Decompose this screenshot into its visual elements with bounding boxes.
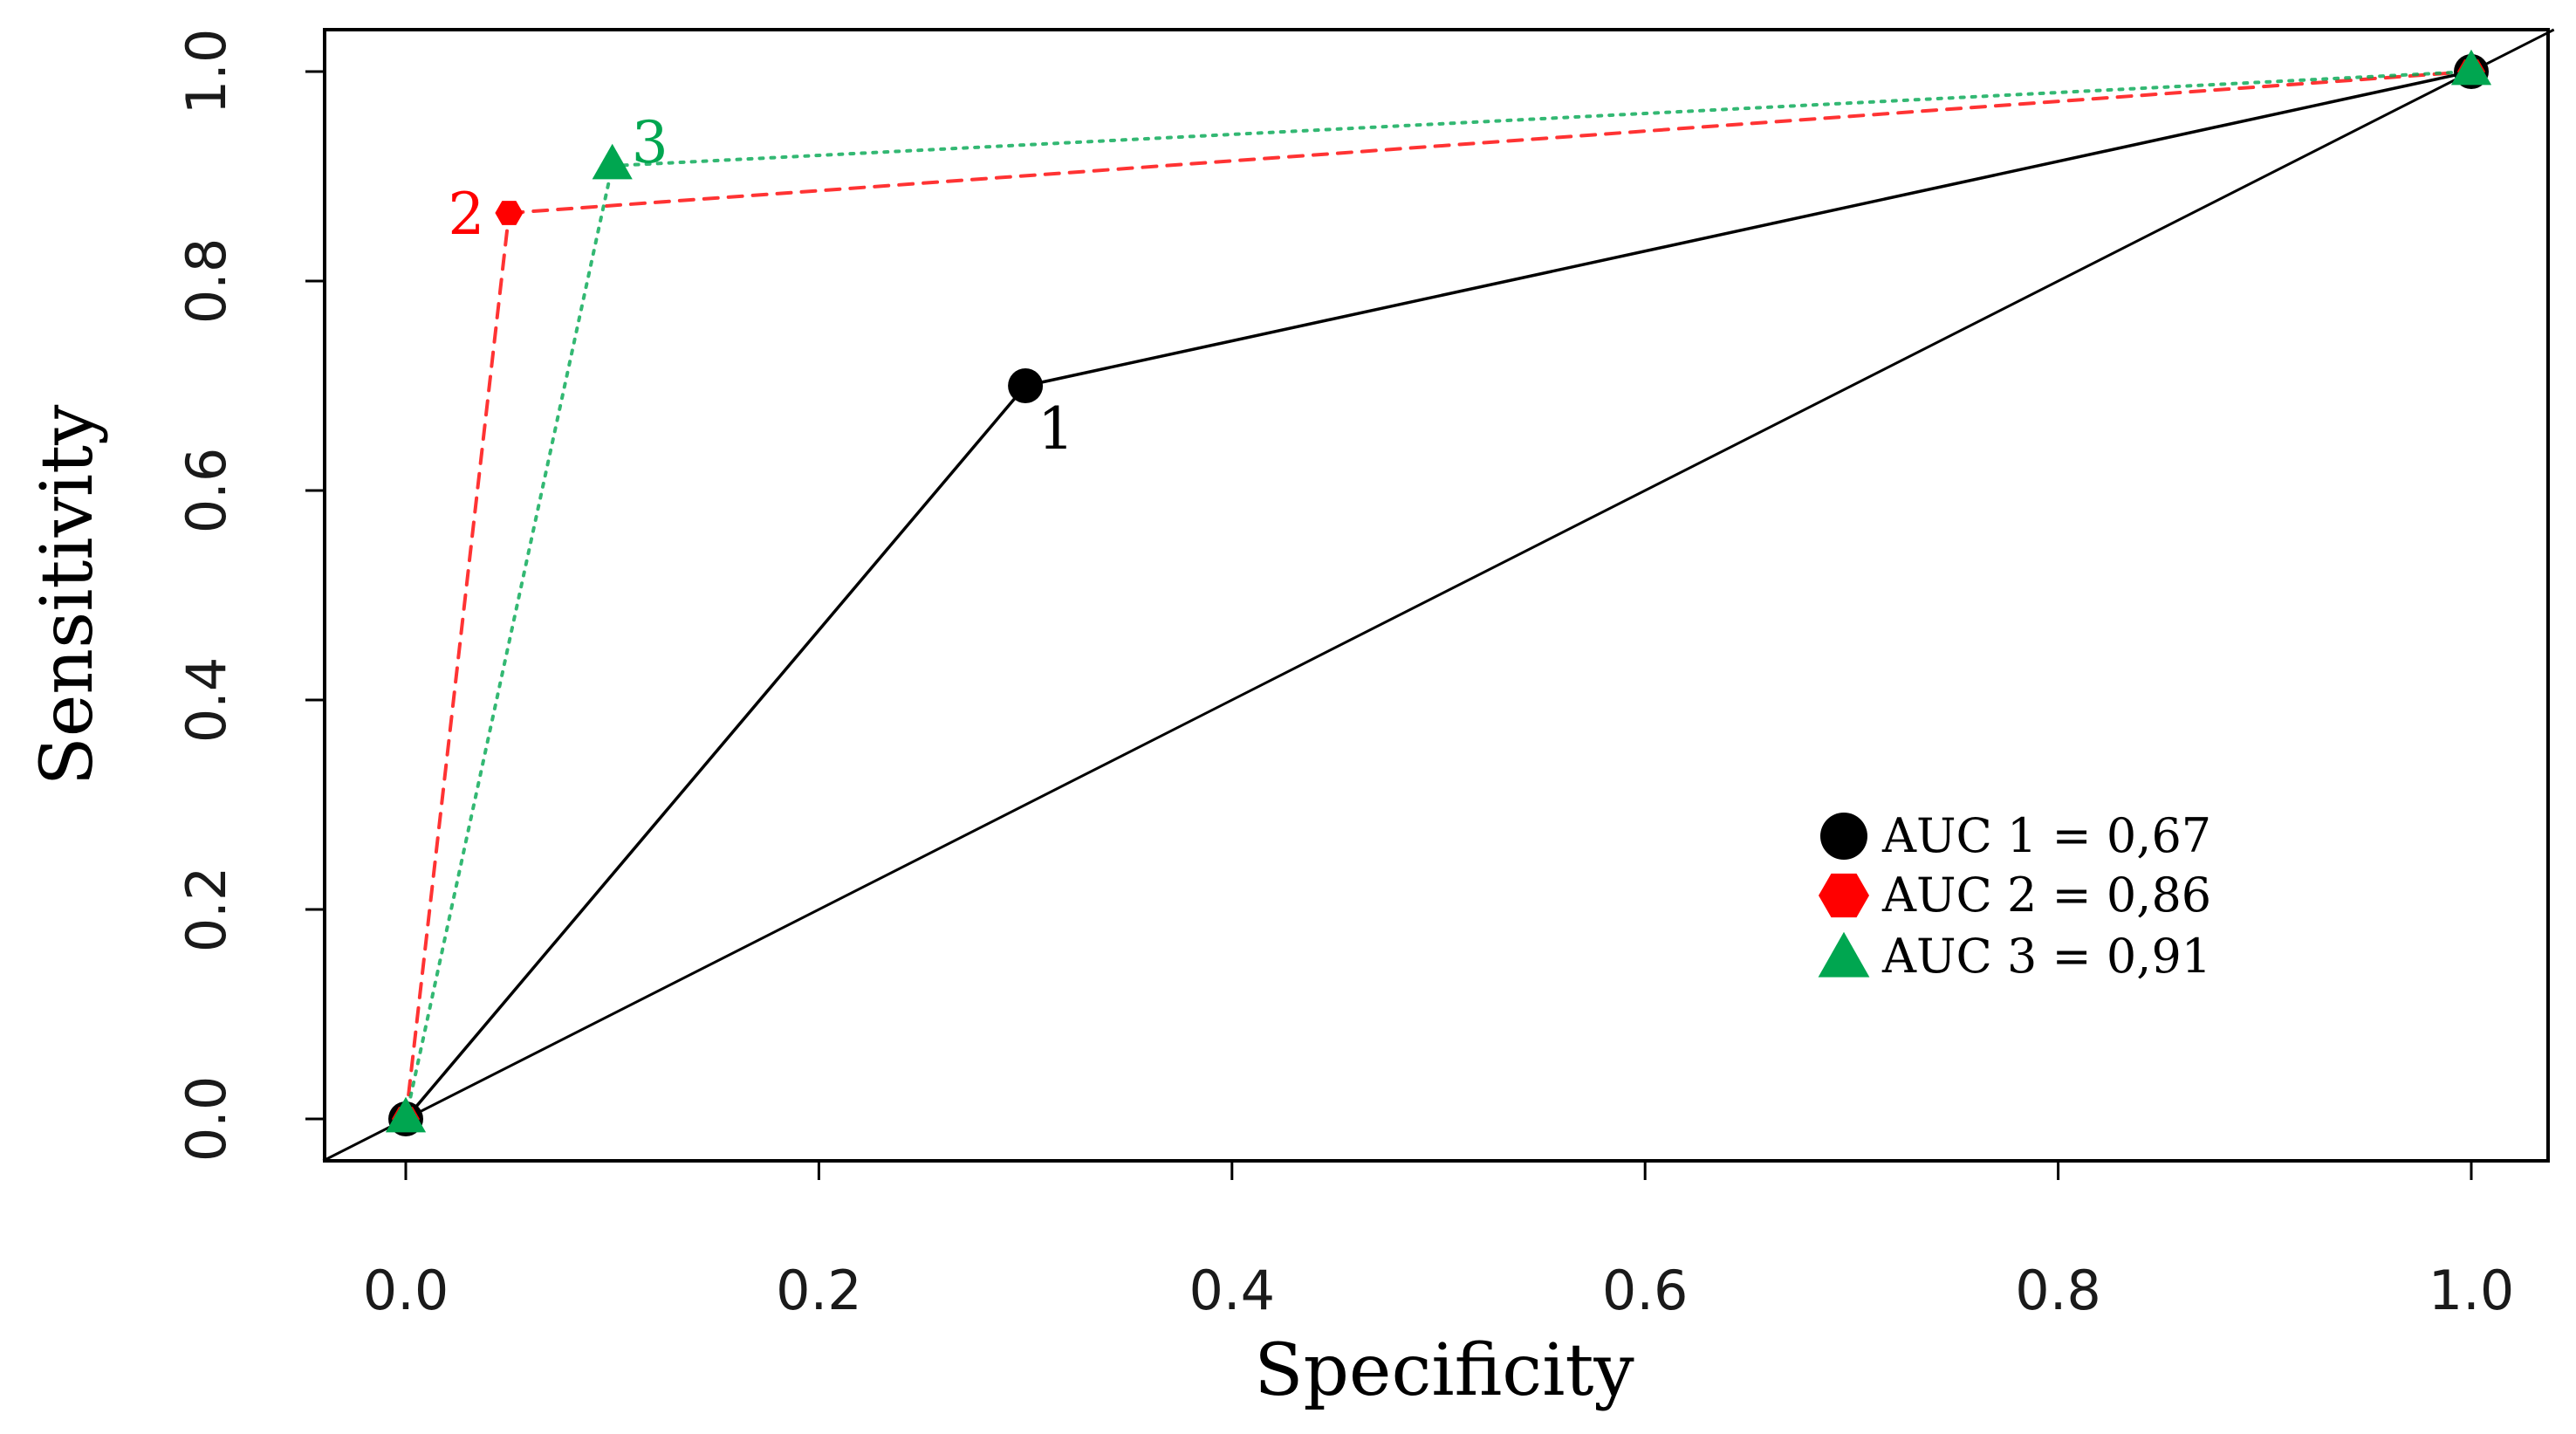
y-tick-label: 0.8 <box>175 238 238 325</box>
y-tick-label: 0.2 <box>175 867 238 953</box>
legend-1-label: AUC 1 = 0,67 <box>1881 808 2211 863</box>
series-3-point <box>592 143 633 180</box>
x-tick-label: 0.4 <box>1189 1259 1275 1322</box>
series-2-segment <box>507 70 2473 215</box>
x-tick-label: 0.6 <box>1602 1259 1689 1322</box>
legend-1-circle-icon <box>1820 813 1867 860</box>
plot-frame <box>323 28 2550 1163</box>
legend-2-hexagon-icon <box>1819 873 1869 918</box>
x-axis-title: Specificity <box>1254 1329 1634 1412</box>
series-2-segment <box>404 211 511 1121</box>
series-3-point <box>2450 49 2492 86</box>
series-3-point-label: 3 <box>632 109 668 176</box>
series-1-segment <box>404 384 1027 1121</box>
legend-2-label: AUC 2 = 0,86 <box>1881 868 2211 923</box>
x-tick-label: 1.0 <box>2429 1259 2515 1322</box>
y-tick-label: 1.0 <box>175 29 238 115</box>
series-1-segment <box>1024 70 2473 388</box>
series-3-point <box>385 1096 427 1133</box>
y-tick-label: 0.6 <box>175 448 238 534</box>
series-3-segment <box>610 70 2473 168</box>
reference-diagonal-line <box>322 28 2555 1163</box>
legend-3-triangle-icon <box>1818 931 1870 978</box>
y-tick-label: 0.4 <box>175 657 238 744</box>
x-tick-label: 0.8 <box>2015 1259 2101 1322</box>
series-2-point-label: 2 <box>448 181 484 248</box>
series-1-point <box>1008 368 1044 403</box>
y-axis-title: Sensitivity <box>26 404 109 786</box>
x-tick-label: 0.0 <box>363 1259 449 1322</box>
series-3-segment <box>404 164 614 1121</box>
series-2-point <box>495 201 524 225</box>
x-tick-label: 0.2 <box>776 1259 862 1322</box>
series-1-point-label: 1 <box>1038 395 1074 463</box>
y-tick-label: 0.0 <box>175 1076 238 1163</box>
legend-3-label: AUC 3 = 0,91 <box>1881 929 2211 984</box>
